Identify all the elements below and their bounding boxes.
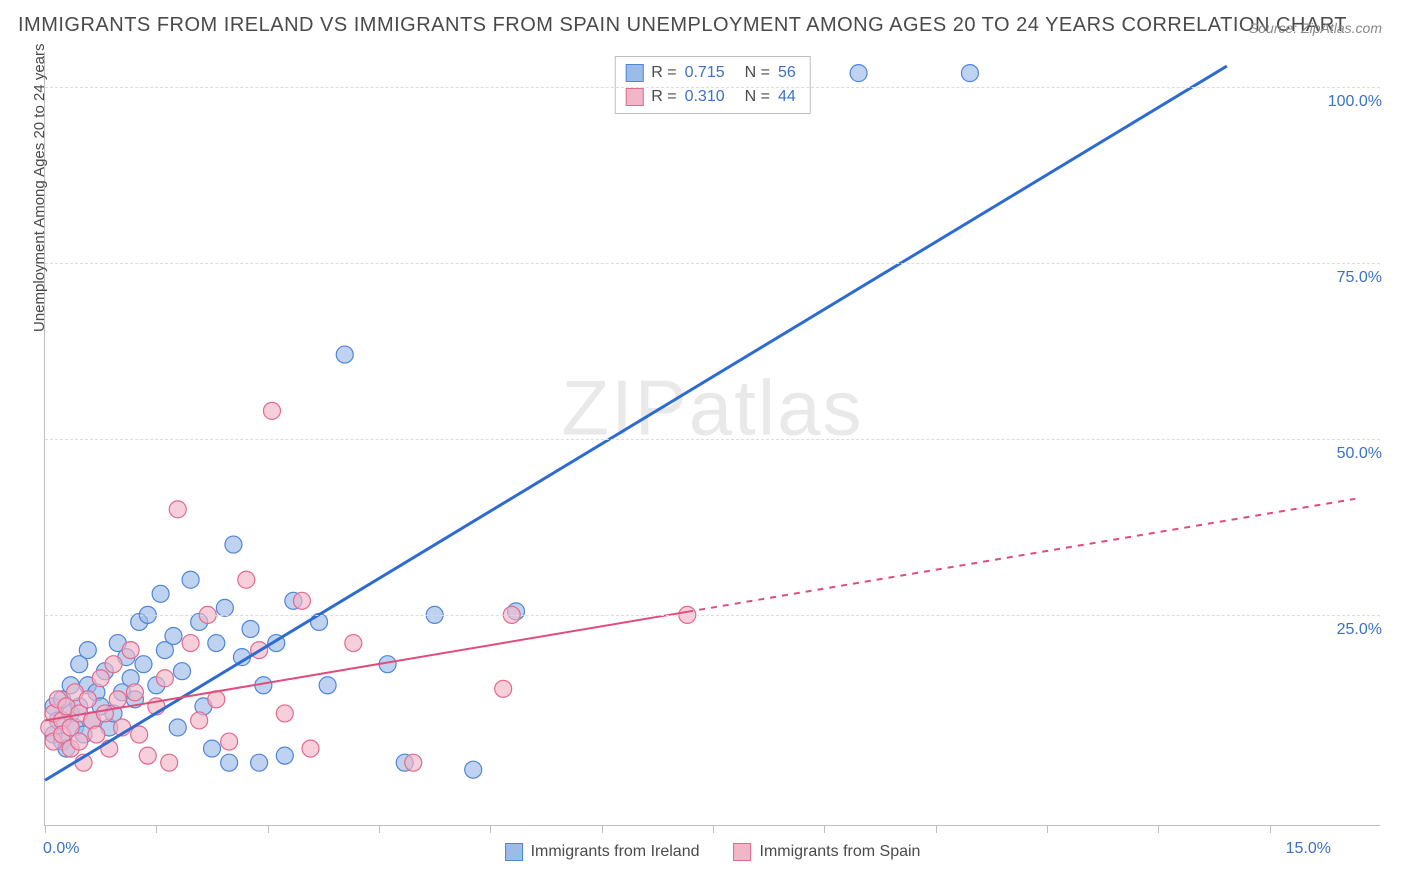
legend-row-ireland: R = 0.715 N = 56 xyxy=(625,61,796,85)
data-point-spain xyxy=(276,705,293,722)
data-point-ireland xyxy=(961,65,978,82)
legend-swatch-spain xyxy=(625,88,643,106)
data-point-spain xyxy=(302,740,319,757)
data-point-spain xyxy=(79,691,96,708)
legend-r-label: R = xyxy=(651,61,676,85)
legend-n-label: N = xyxy=(745,61,770,85)
gridline xyxy=(45,87,1380,88)
data-point-spain xyxy=(191,712,208,729)
series-legend-label: Immigrants from Ireland xyxy=(531,843,700,861)
data-point-spain xyxy=(92,670,109,687)
legend-n-label: N = xyxy=(745,85,770,109)
data-point-spain xyxy=(238,571,255,588)
data-point-ireland xyxy=(276,747,293,764)
data-point-spain xyxy=(182,635,199,652)
legend-r-label: R = xyxy=(651,85,676,109)
x-tick xyxy=(1270,825,1271,833)
x-tick xyxy=(379,825,380,833)
x-tick xyxy=(713,825,714,833)
data-point-ireland xyxy=(174,663,191,680)
data-point-ireland xyxy=(465,761,482,778)
data-point-ireland xyxy=(135,656,152,673)
trendline-ireland xyxy=(45,66,1227,780)
x-tick xyxy=(156,825,157,833)
data-point-spain xyxy=(156,670,173,687)
x-tick-label: 0.0% xyxy=(43,840,79,858)
data-point-ireland xyxy=(204,740,221,757)
data-point-ireland xyxy=(165,628,182,645)
data-point-spain xyxy=(293,592,310,609)
series-legend-spain: Immigrants from Spain xyxy=(734,843,921,861)
data-point-ireland xyxy=(182,571,199,588)
chart-title: IMMIGRANTS FROM IRELAND VS IMMIGRANTS FR… xyxy=(18,14,1347,37)
data-point-ireland xyxy=(850,65,867,82)
data-point-spain xyxy=(161,754,178,771)
legend-r-value: 0.310 xyxy=(685,85,725,109)
y-tick-label: 100.0% xyxy=(1328,93,1382,111)
data-point-spain xyxy=(495,680,512,697)
x-tick xyxy=(824,825,825,833)
x-tick xyxy=(1047,825,1048,833)
data-point-ireland xyxy=(319,677,336,694)
gridline xyxy=(45,615,1380,616)
x-tick xyxy=(936,825,937,833)
data-point-ireland xyxy=(251,754,268,771)
legend-n-value: 44 xyxy=(778,85,796,109)
x-tick xyxy=(490,825,491,833)
gridline xyxy=(45,263,1380,264)
series-legend-ireland: Immigrants from Ireland xyxy=(505,843,700,861)
data-point-spain xyxy=(105,656,122,673)
y-tick-label: 25.0% xyxy=(1337,621,1382,639)
legend-n-value: 56 xyxy=(778,61,796,85)
correlation-legend: R = 0.715 N = 56 R = 0.310 N = 44 xyxy=(614,56,811,114)
data-point-ireland xyxy=(169,719,186,736)
data-point-spain xyxy=(263,402,280,419)
source-attribution: Source: ZipAtlas.com xyxy=(1249,20,1382,36)
data-point-spain xyxy=(71,733,88,750)
y-tick-label: 50.0% xyxy=(1337,445,1382,463)
legend-swatch-ireland xyxy=(505,843,523,861)
legend-r-value: 0.715 xyxy=(685,61,725,85)
data-point-spain xyxy=(126,684,143,701)
data-point-spain xyxy=(109,691,126,708)
data-point-spain xyxy=(405,754,422,771)
data-point-ireland xyxy=(216,599,233,616)
scatter-plot: Unemployment Among Ages 20 to 24 years Z… xyxy=(44,52,1380,826)
series-legend-label: Immigrants from Spain xyxy=(760,843,921,861)
x-tick xyxy=(602,825,603,833)
data-point-ireland xyxy=(242,620,259,637)
data-point-spain xyxy=(88,726,105,743)
y-tick-label: 75.0% xyxy=(1337,269,1382,287)
data-point-ireland xyxy=(208,635,225,652)
data-point-ireland xyxy=(336,346,353,363)
data-point-spain xyxy=(96,705,113,722)
x-tick xyxy=(1158,825,1159,833)
data-point-spain xyxy=(345,635,362,652)
legend-swatch-spain xyxy=(734,843,752,861)
data-point-ireland xyxy=(152,585,169,602)
legend-row-spain: R = 0.310 N = 44 xyxy=(625,85,796,109)
data-point-spain xyxy=(169,501,186,518)
data-point-spain xyxy=(221,733,238,750)
gridline xyxy=(45,439,1380,440)
data-point-spain xyxy=(122,642,139,659)
legend-swatch-ireland xyxy=(625,64,643,82)
trendline-spain-extrapolated xyxy=(687,499,1355,612)
data-point-ireland xyxy=(79,642,96,659)
data-point-spain xyxy=(139,747,156,764)
x-tick xyxy=(45,825,46,833)
series-legend: Immigrants from Ireland Immigrants from S… xyxy=(505,843,921,861)
x-tick-label: 15.0% xyxy=(1286,840,1331,858)
x-tick xyxy=(268,825,269,833)
data-point-ireland xyxy=(225,536,242,553)
data-point-ireland xyxy=(221,754,238,771)
